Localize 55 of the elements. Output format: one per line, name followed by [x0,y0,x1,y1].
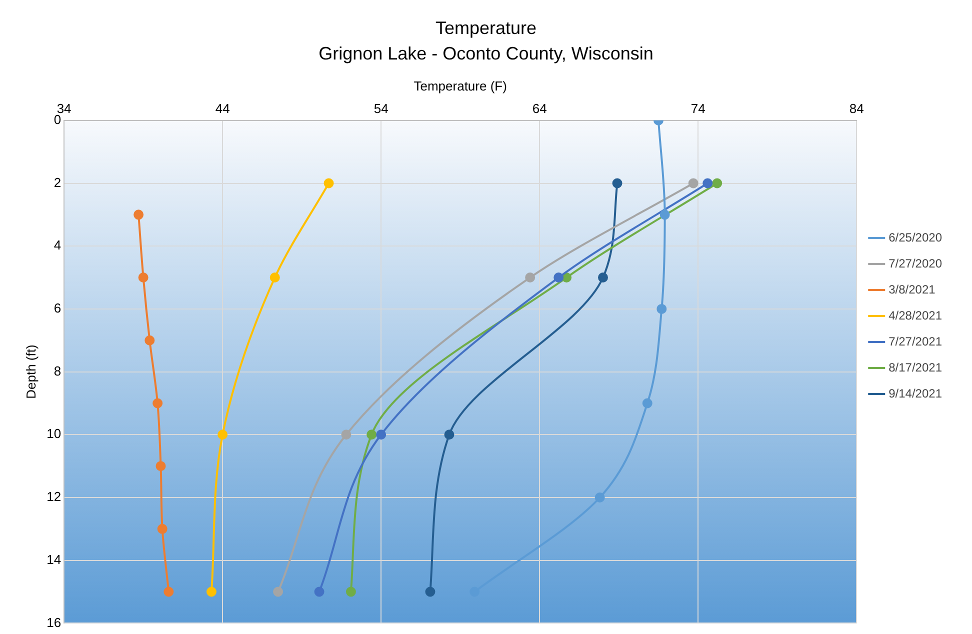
y-tick-label: 12 [46,489,62,504]
legend-label: 6/25/2020 [888,230,942,244]
legend-label: 7/27/2021 [888,334,942,348]
y-tick-label: 4 [54,238,62,253]
chart-title: Temperature [435,18,537,38]
point [525,272,536,283]
point [152,398,163,408]
point [366,430,377,440]
x-tick-label: 44 [215,101,230,116]
legend-label: 3/8/2021 [888,282,936,296]
legend-label: 8/17/2021 [888,360,942,374]
point [314,586,324,597]
point [702,178,713,188]
y-tick-label: 14 [46,552,62,567]
point [138,272,148,283]
point [688,178,698,188]
y-tick-label: 16 [46,614,62,630]
y-tick-label: 8 [54,363,62,378]
x-tick-label: 64 [532,101,547,116]
x-axis-title: Temperature (F) [414,78,507,94]
legend-label: 9/14/2021 [888,386,942,400]
x-tick-label: 54 [374,101,388,116]
point [425,586,436,597]
x-tick-label: 34 [56,101,72,116]
point [218,430,228,440]
point [660,210,670,220]
y-tick-label: 6 [54,300,62,316]
legend-label: 4/28/2021 [888,308,942,322]
point [642,398,652,408]
point [598,272,608,283]
y-tick-label: 10 [46,426,62,442]
point [134,210,144,220]
legend-label: 7/27/2020 [888,256,942,270]
point [164,586,174,597]
y-axis-title: Depth (ft) [23,344,38,399]
point [206,586,216,597]
point [156,461,166,472]
point [656,304,667,314]
point [612,178,622,188]
point [324,178,334,188]
y-tick-label: 2 [54,174,62,190]
point [144,335,155,346]
point [554,272,564,283]
point [712,178,722,188]
point [346,586,356,597]
chart-subtitle: Grignon Lake - Oconto County, Wisconsin [318,43,654,64]
point [341,430,352,440]
point [376,430,386,440]
x-tick-label: 84 [849,101,864,116]
point [270,272,280,283]
point [273,586,284,597]
point [157,524,168,534]
point [444,430,454,440]
x-tick-label: 74 [690,101,706,116]
point [594,492,605,502]
